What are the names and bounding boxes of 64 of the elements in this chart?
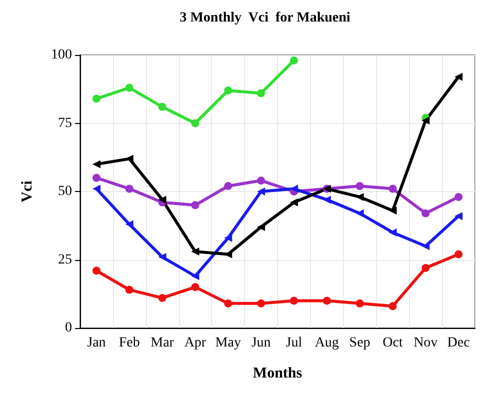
x-tick-label: Aug [314,336,339,350]
x-tick-label: Dec [447,336,470,350]
x-tick-label: Nov [414,336,438,350]
point [454,250,463,258]
x-tick-label: Sep [349,336,370,350]
point [356,192,364,201]
point [290,184,298,193]
point [158,102,166,111]
point [92,94,100,103]
x-tick-label: Jun [251,336,271,350]
point [257,89,266,98]
point [224,182,232,190]
point [158,253,166,262]
point [422,264,430,272]
point [322,196,331,204]
point [191,201,200,210]
point [388,206,397,215]
y-tick-label: 75 [58,116,72,131]
point [257,176,266,185]
point [290,56,298,64]
y-tick-label: 50 [58,184,72,199]
point [388,184,397,193]
point [388,302,397,310]
point [356,182,364,190]
point [158,196,166,204]
point [191,248,200,256]
point [158,294,166,302]
point [92,174,100,182]
point [454,192,463,201]
y-axis-title: Vci [20,180,36,202]
point [224,299,232,308]
y-tick-label: 25 [58,252,72,268]
x-tick-label: Mar [150,336,174,350]
point [224,86,232,94]
point [322,296,331,305]
point [290,198,298,206]
point [290,296,298,305]
x-tick-label: Apr [184,336,206,350]
point [356,209,364,218]
point [454,72,463,81]
x-tick-label: Jan [87,336,106,350]
point [92,266,100,275]
point [125,286,134,294]
point [92,160,100,168]
point [257,299,266,308]
x-axis-title: Months [252,366,302,382]
y-tick-label: 100 [51,48,72,62]
y-tick-label: 0 [65,320,72,336]
point [125,184,134,193]
point [422,116,430,125]
x-tick-label: Jul [286,336,302,350]
point [125,84,134,92]
point [422,209,430,218]
point [454,212,463,220]
x-tick-label: May [215,336,241,350]
point [356,299,364,308]
x-tick-label: Oct [382,336,403,350]
x-tick-label: Feb [118,336,140,350]
point [191,119,200,128]
point [191,283,200,292]
chart-title: 3 Monthly Vci for Makueni [180,10,350,26]
point [388,228,397,236]
point [224,234,232,242]
point [257,188,266,196]
